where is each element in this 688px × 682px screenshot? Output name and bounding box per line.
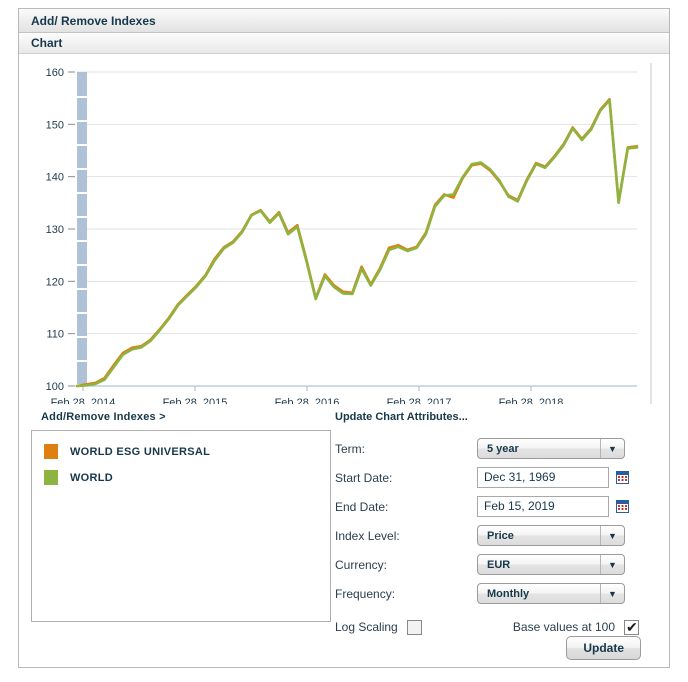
legend-panel-title[interactable]: Add/Remove Indexes > <box>41 411 166 423</box>
log-scaling-checkbox[interactable] <box>406 619 422 635</box>
currency-label: Currency: <box>335 557 388 572</box>
legend-list: WORLD ESG UNIVERSAL WORLD <box>31 430 331 622</box>
y-axis-tick-label: 150 <box>46 119 64 131</box>
currency-value: EUR <box>487 558 511 571</box>
legend-color-swatch <box>44 444 58 459</box>
scrollbar-notch <box>77 240 87 242</box>
term-row: Term: 5 year ▼ <box>335 434 639 463</box>
chevron-down-icon: ▼ <box>608 588 617 599</box>
scrollbar-notch <box>77 96 87 98</box>
x-axis-tick-label: Feb 28, 2016 <box>275 397 340 404</box>
x-axis-tick-label: Feb 28, 2014 <box>51 397 116 404</box>
end-date-input[interactable]: Feb 15, 2019 <box>477 496 609 517</box>
chart-area: 100 110 120 130 140 150 160 Feb 28, 2014 Feb 28,… <box>19 54 669 404</box>
scrollbar-notch <box>77 144 87 146</box>
chevron-down-icon: ▼ <box>608 530 617 541</box>
checkbox-row: Log Scaling Base values at 100 <box>335 612 639 642</box>
calendar-icon[interactable] <box>616 471 629 484</box>
x-axis-tick-label: Feb 28, 2017 <box>387 397 452 404</box>
scrollbar-notch <box>77 336 87 338</box>
legend-color-swatch <box>44 470 58 485</box>
legend-item-label: WORLD <box>70 471 114 484</box>
controls-section: Add/Remove Indexes > WORLD ESG UNIVERSAL… <box>19 404 669 666</box>
x-axis-tick-label: Feb 28, 2018 <box>499 397 564 404</box>
dropdown-separator <box>600 526 601 545</box>
dropdown-separator <box>600 584 601 603</box>
y-axis-tick-label: 140 <box>46 172 64 184</box>
chevron-down-icon: ▼ <box>608 443 617 454</box>
dropdown-separator <box>600 439 601 458</box>
index-level-value: Price <box>487 529 514 542</box>
x-axis-tick-label: Feb 28, 2015 <box>163 397 228 404</box>
index-level-dropdown[interactable]: Price ▼ <box>477 525 625 546</box>
scrollbar-track[interactable] <box>77 72 87 386</box>
start-date-label: Start Date: <box>335 470 393 485</box>
chevron-down-icon: ▼ <box>608 559 617 570</box>
end-date-label: End Date: <box>335 499 389 514</box>
base-values-checkbox[interactable] <box>624 618 639 636</box>
y-axis-tick-label: 130 <box>46 224 64 236</box>
frequency-row: Frequency: Monthly ▼ <box>335 579 639 608</box>
attributes-title: Update Chart Attributes... <box>335 411 468 423</box>
y-axis-tick-label: 100 <box>46 381 64 393</box>
y-axis-tick-label: 160 <box>46 67 64 79</box>
currency-dropdown[interactable]: EUR ▼ <box>477 554 625 575</box>
chart-panel-title: Chart <box>31 36 63 50</box>
start-date-row: Start Date: Dec 31, 1969 <box>335 463 639 492</box>
base-values-label: Base values at 100 <box>512 620 615 634</box>
window-title-bar: Add/ Remove Indexes <box>19 9 669 33</box>
series-line <box>75 98 639 388</box>
start-date-input[interactable]: Dec 31, 1969 <box>477 467 609 488</box>
dropdown-separator <box>600 555 601 574</box>
legend-item-label: WORLD ESG UNIVERSAL <box>70 445 211 458</box>
index-level-row: Index Level: Price ▼ <box>335 521 639 550</box>
end-date-row: End Date: Feb 15, 2019 <box>335 492 639 521</box>
page-title: Add/ Remove Indexes <box>31 14 156 28</box>
frequency-value: Monthly <box>487 587 530 600</box>
scrollbar-notch <box>77 192 87 194</box>
update-button[interactable]: Update <box>566 636 641 660</box>
scrollbar-notch <box>77 216 87 218</box>
term-value: 5 year <box>487 442 519 455</box>
y-axis-tick-label: 110 <box>46 329 64 341</box>
scrollbar-notch <box>77 120 87 122</box>
term-label: Term: <box>335 441 365 456</box>
legend-item[interactable]: WORLD <box>44 470 330 485</box>
index-level-label: Index Level: <box>335 528 400 543</box>
scrollbar-notch <box>77 288 87 290</box>
index-performance-line-chart: 100 110 120 130 140 150 160 Feb 28, 2014 Feb 28,… <box>46 63 652 404</box>
attributes-form: Term: 5 year ▼ Start Date: Dec 31, 1969 … <box>335 434 639 642</box>
term-dropdown[interactable]: 5 year ▼ <box>477 438 625 459</box>
legend-item[interactable]: WORLD ESG UNIVERSAL <box>44 444 330 459</box>
chart-vertical-scrollbar[interactable] <box>77 72 87 386</box>
currency-row: Currency: EUR ▼ <box>335 550 639 579</box>
scrollbar-notch <box>77 264 87 266</box>
chart-panel-header: Chart <box>19 33 669 54</box>
calendar-icon[interactable] <box>616 500 629 513</box>
button-row: Update <box>566 636 641 660</box>
y-axis-tick-label: 120 <box>46 276 64 288</box>
scrollbar-notch <box>77 168 87 170</box>
scrollbar-notch <box>77 312 87 314</box>
main-panel: Add/ Remove Indexes Chart 100 110 120 130 14… <box>18 8 670 668</box>
series-line <box>75 97 639 388</box>
log-scaling-label: Log Scaling <box>335 620 398 634</box>
frequency-label: Frequency: <box>335 586 396 601</box>
frequency-dropdown[interactable]: Monthly ▼ <box>477 583 625 604</box>
scrollbar-notch <box>77 360 87 362</box>
